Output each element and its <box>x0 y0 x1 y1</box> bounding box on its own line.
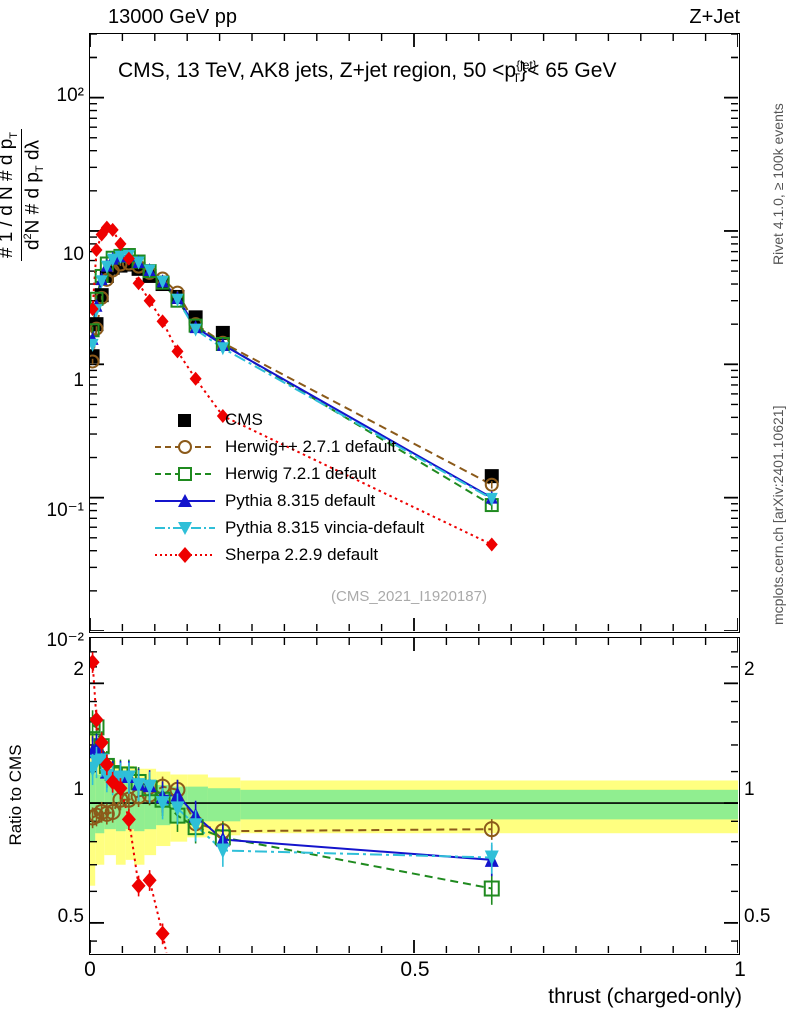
main-y-tick-labels: 10² 10 1 10⁻¹ 10⁻² <box>0 33 85 651</box>
legend-key-pythia-icon <box>155 493 215 507</box>
x-tick-05: 0.5 <box>400 958 430 981</box>
ratio-plot-svg <box>90 638 738 953</box>
legend-key-herwigpp-icon <box>155 439 215 454</box>
x-tick-1: 1 <box>734 958 746 981</box>
mcplots-source-label: mcplots.cern.ch [arXiv:2401.10621] <box>770 405 786 625</box>
x-tick-0: 0 <box>84 958 96 981</box>
x-axis-tick-labels: 0 0.5 1 <box>0 958 786 986</box>
header-process-label: Z+Jet <box>689 6 740 28</box>
y-tick-1: 1 <box>73 370 84 391</box>
y-tick-1e2: 10² <box>56 85 84 106</box>
legend-key-pythia-vincia-icon <box>155 521 215 535</box>
legend-entry-sherpa[interactable]: Sherpa 2.2.9 default <box>155 541 424 568</box>
ratio-y-tick-05-right: 0.5 <box>744 906 771 927</box>
ratio-y-tick-2: 2 <box>73 659 84 680</box>
header-beam-label: 13000 GeV pp <box>108 6 237 28</box>
x-axis-title: thrust (charged-only) <box>548 985 742 1008</box>
main-plot-svg <box>90 34 738 631</box>
legend-entry-herwig7[interactable]: Herwig 7.2.1 default <box>155 460 424 487</box>
legend-entry-herwigpp[interactable]: Herwig++ 2.7.1 default <box>155 433 424 460</box>
legend-label-herwig7: Herwig 7.2.1 default <box>225 463 377 483</box>
legend-entry-cms[interactable]: CMS <box>155 406 424 433</box>
legend-label-sherpa: Sherpa 2.2.9 default <box>225 544 379 564</box>
legend-key-sherpa-icon <box>155 546 215 563</box>
ratio-plot-panel <box>89 637 740 955</box>
y-tick-1e-1: 10⁻¹ <box>46 500 85 521</box>
ratio-y-tick-2-right: 2 <box>744 659 755 680</box>
y-tick-1e-2: 10⁻² <box>46 630 85 651</box>
legend-entry-pythia-vincia[interactable]: Pythia 8.315 vincia-default <box>155 514 424 541</box>
legend-label-cms: CMS <box>225 409 263 429</box>
legend-entry-pythia[interactable]: Pythia 8.315 default <box>155 487 424 514</box>
plot-title: CMS, 13 TeV, AK8 jets, Z+jet region, 50 … <box>118 58 617 86</box>
ratio-y-tick-labels-right: 2 1 0.5 <box>744 637 786 955</box>
ratio-y-tick-1-right: 1 <box>744 779 755 800</box>
y-tick-10: 10 <box>62 244 84 265</box>
legend-label-pythia: Pythia 8.315 default <box>225 490 376 510</box>
legend-key-herwig7-icon <box>155 466 215 481</box>
legend-label-herwigpp: Herwig++ 2.7.1 default <box>225 436 397 456</box>
analysis-reference-label: (CMS_2021_I1920187) <box>331 588 487 605</box>
legend-key-cms-icon <box>178 413 191 427</box>
legend: CMS Herwig++ 2.7.1 default Herwig 7.2.1 … <box>155 406 424 568</box>
main-plot-panel <box>89 33 740 633</box>
ratio-y-tick-05: 0.5 <box>57 906 84 927</box>
ratio-y-tick-1: 1 <box>73 779 84 800</box>
rivet-version-label: Rivet 4.1.0, ≥ 100k events <box>770 103 786 265</box>
legend-label-pythia-vincia: Pythia 8.315 vincia-default <box>225 517 425 537</box>
ratio-y-tick-labels-left: 2 1 0.5 <box>0 637 84 955</box>
